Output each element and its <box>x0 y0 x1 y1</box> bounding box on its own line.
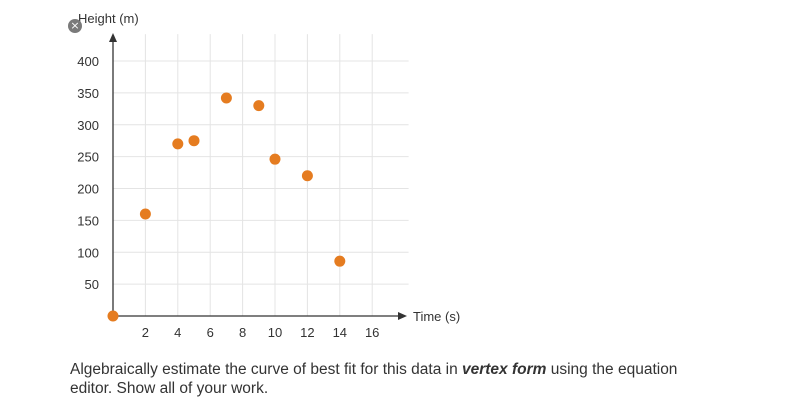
question-text-start: Algebraically estimate the curve of best… <box>70 361 462 378</box>
question-text: Algebraically estimate the curve of best… <box>70 360 710 398</box>
question-text-end: using the equation editor. Show all of y… <box>70 361 678 397</box>
data-point <box>107 310 119 322</box>
y-tick-label: 100 <box>77 245 99 260</box>
x-tick-label: 4 <box>174 325 181 340</box>
x-tick-label: 14 <box>333 325 347 340</box>
x-tick-label: 10 <box>268 325 282 340</box>
data-point <box>334 255 346 267</box>
y-axis-arrow <box>109 33 117 42</box>
x-axis-label: Time (s) <box>413 309 460 324</box>
x-tick-label: 2 <box>142 325 149 340</box>
data-point <box>253 100 265 112</box>
y-tick-label: 50 <box>85 277 99 292</box>
x-tick-label: 12 <box>300 325 314 340</box>
y-tick-label: 200 <box>77 182 99 197</box>
y-axis-label: Height (m) <box>78 11 139 26</box>
data-point <box>301 170 313 182</box>
question-text-emphasis: vertex form <box>462 361 547 378</box>
y-tick-label: 300 <box>77 118 99 133</box>
data-point <box>220 92 232 104</box>
data-point <box>269 153 281 165</box>
scatter-chart: 2 4 6 8 10 12 14 16 50 100 150 200 250 300 350 400 Heigh… <box>77 11 460 340</box>
close-icon[interactable]: × <box>68 19 82 33</box>
x-tick-label: 6 <box>207 325 214 340</box>
y-tick-label: 400 <box>77 54 99 69</box>
x-tick-label: 8 <box>239 325 246 340</box>
x-tick-label: 16 <box>365 325 379 340</box>
y-tick-label: 150 <box>77 213 99 228</box>
data-point <box>139 208 151 220</box>
data-point <box>172 138 184 150</box>
x-axis-arrow <box>398 312 407 320</box>
data-point <box>188 135 200 147</box>
y-tick-label: 350 <box>77 86 99 101</box>
y-tick-label: 250 <box>77 150 99 165</box>
